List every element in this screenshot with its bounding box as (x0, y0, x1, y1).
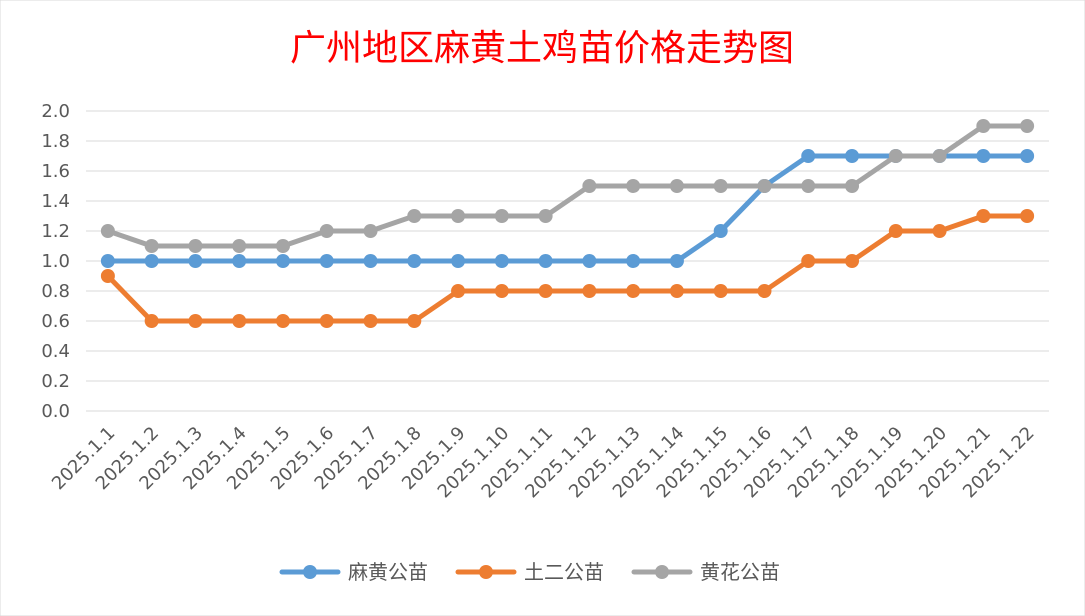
data-point (188, 239, 203, 253)
data-point (801, 254, 816, 268)
data-point (801, 179, 816, 193)
y-tick-label: 1.0 (41, 251, 70, 272)
data-point (1020, 209, 1035, 223)
data-point (407, 254, 422, 268)
data-point (845, 149, 860, 163)
data-point (757, 284, 772, 298)
data-point (932, 149, 947, 163)
y-tick-label: 0.8 (41, 281, 70, 302)
y-tick-label: 1.6 (41, 161, 70, 182)
data-point (713, 224, 728, 238)
data-point (669, 254, 684, 268)
data-point (363, 224, 378, 238)
data-point (232, 254, 247, 268)
data-point (582, 254, 597, 268)
data-point (275, 314, 290, 328)
data-point (494, 209, 509, 223)
series-line (105, 213, 1030, 324)
y-tick-label: 0.0 (41, 401, 70, 422)
data-point (976, 209, 991, 223)
data-point (626, 254, 641, 268)
legend-item: 土二公苗 (455, 560, 604, 584)
data-point (494, 284, 509, 298)
legend: 麻黄公苗 土二公苗 黄花公苗 (279, 560, 780, 584)
data-point (232, 239, 247, 253)
y-tick-label: 0.6 (41, 311, 70, 332)
data-point (188, 254, 203, 268)
data-point (407, 209, 422, 223)
legend-swatch-marker (303, 565, 317, 579)
data-point (363, 254, 378, 268)
data-point (451, 209, 466, 223)
data-point (845, 254, 860, 268)
data-point (626, 179, 641, 193)
data-point (275, 254, 290, 268)
data-point (100, 224, 115, 238)
data-point (669, 179, 684, 193)
data-point (538, 284, 553, 298)
data-point (144, 254, 159, 268)
y-tick-label: 1.2 (41, 221, 70, 242)
y-tick-label: 1.4 (41, 191, 70, 212)
data-point (451, 284, 466, 298)
data-point (144, 314, 159, 328)
data-point (757, 179, 772, 193)
series-土二公苗 (100, 209, 1035, 328)
data-point (100, 269, 115, 283)
legend-item: 麻黄公苗 (279, 560, 428, 584)
chart-title: 广州地区麻黄土鸡苗价格走势图 (290, 28, 794, 69)
legend-label: 土二公苗 (524, 560, 604, 584)
series-黄花公苗 (100, 119, 1035, 253)
data-point (319, 254, 334, 268)
y-tick-label: 1.8 (41, 131, 70, 152)
data-point (669, 284, 684, 298)
data-point (713, 179, 728, 193)
data-point (538, 209, 553, 223)
legend-swatch-marker (479, 565, 493, 579)
data-point (713, 284, 728, 298)
data-point (232, 314, 247, 328)
y-tick-label: 0.4 (41, 341, 70, 362)
data-point (932, 224, 947, 238)
data-point (582, 179, 597, 193)
series-line (105, 153, 1030, 264)
data-point (626, 284, 641, 298)
data-point (845, 179, 860, 193)
legend-swatch-marker (655, 565, 669, 579)
data-point (319, 224, 334, 238)
data-point (538, 254, 553, 268)
series-group (100, 119, 1035, 328)
data-point (407, 314, 422, 328)
data-point (275, 239, 290, 253)
data-point (319, 314, 334, 328)
data-point (494, 254, 509, 268)
data-point (801, 149, 816, 163)
data-point (888, 149, 903, 163)
y-axis-tick-labels: 0.0 0.2 0.4 0.6 0.8 1.0 1.2 1.4 1.6 1.8 2.0 (41, 101, 70, 422)
data-point (363, 314, 378, 328)
data-point (188, 314, 203, 328)
series-line (105, 123, 1030, 249)
data-point (144, 239, 159, 253)
legend-label: 黄花公苗 (700, 560, 780, 584)
data-point (1020, 119, 1035, 133)
y-tick-label: 0.2 (41, 371, 70, 392)
data-point (451, 254, 466, 268)
data-point (1020, 149, 1035, 163)
data-point (976, 119, 991, 133)
data-point (582, 284, 597, 298)
data-point (976, 149, 991, 163)
data-point (100, 254, 115, 268)
legend-label: 麻黄公苗 (348, 560, 428, 584)
legend-item: 黄花公苗 (631, 560, 780, 584)
data-point (888, 224, 903, 238)
y-tick-label: 2.0 (41, 101, 70, 122)
